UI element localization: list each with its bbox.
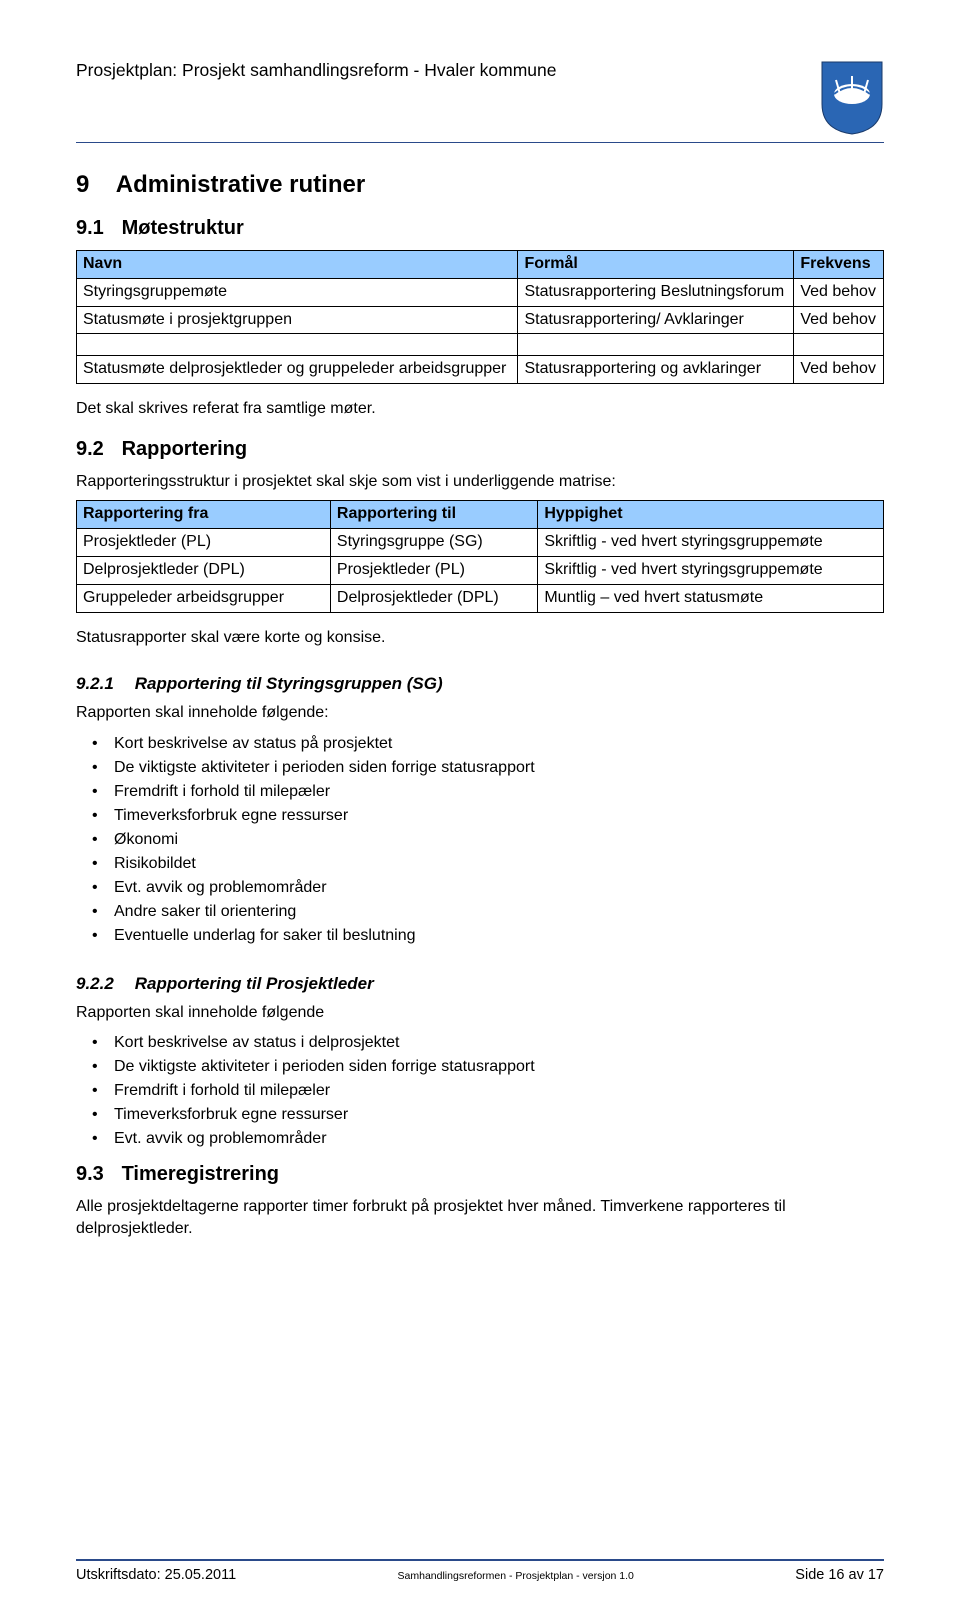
- list-item: Andre saker til orientering: [90, 900, 884, 924]
- p-statusrapporter: Statusrapporter skal være korte og konsi…: [76, 627, 884, 649]
- h2-num: 9.3: [76, 1163, 116, 1186]
- th-navn: Navn: [77, 251, 518, 279]
- table-motestruktur: Navn Formål Frekvens Styringsgruppemøte …: [76, 250, 884, 384]
- cell: Styringsgruppe (SG): [330, 529, 537, 557]
- h3-text: Rapportering til Styringsgruppen (SG): [135, 674, 443, 693]
- cell: Skriftlig - ved hvert styringsgruppemøte: [538, 529, 884, 557]
- th-hyppighet: Hyppighet: [538, 501, 884, 529]
- h2-text: Rapportering: [122, 438, 248, 460]
- list-item: Timeverksforbruk egne ressurser: [90, 804, 884, 828]
- cell: Delprosjektleder (DPL): [77, 556, 331, 584]
- footer-right: Side 16 av 17: [795, 1567, 884, 1583]
- cell: Prosjektleder (PL): [77, 529, 331, 557]
- h2-text: Timeregistrering: [122, 1163, 279, 1185]
- p-922-lead: Rapporten skal inneholde følgende: [76, 1002, 884, 1024]
- cell: Prosjektleder (PL): [330, 556, 537, 584]
- cell: Ved behov: [794, 306, 884, 334]
- list-item: Kort beskrivelse av status på prosjektet: [90, 732, 884, 756]
- cell: Styringsgruppemøte: [77, 278, 518, 306]
- list-item: Økonomi: [90, 828, 884, 852]
- page-footer: Utskriftsdato: 25.05.2011 Samhandlingsre…: [76, 1559, 884, 1583]
- h3-text: Rapportering til Prosjektleder: [135, 974, 374, 993]
- footer-rule: [76, 1559, 884, 1561]
- list-item: Evt. avvik og problemområder: [90, 876, 884, 900]
- h3-922: 9.2.2 Rapportering til Prosjektleder: [76, 974, 884, 994]
- list-item: De viktigste aktiviteter i perioden side…: [90, 756, 884, 780]
- p-rapportering-intro: Rapporteringsstruktur i prosjektet skal …: [76, 471, 884, 493]
- table-row: Delprosjektleder (DPL) Prosjektleder (PL…: [77, 556, 884, 584]
- table-row: Gruppeleder arbeidsgrupper Delprosjektle…: [77, 584, 884, 612]
- bullets-922: Kort beskrivelse av status i delprosjekt…: [76, 1031, 884, 1151]
- cell-empty: [518, 334, 794, 356]
- h2-text: Møtestruktur: [122, 217, 244, 239]
- table-header-row: Rapportering fra Rapportering til Hyppig…: [77, 501, 884, 529]
- h2-timeregistrering: 9.3 Timeregistrering: [76, 1163, 884, 1186]
- h2-rapportering: 9.2 Rapportering: [76, 438, 884, 461]
- cell: Delprosjektleder (DPL): [330, 584, 537, 612]
- th-til: Rapportering til: [330, 501, 537, 529]
- page: Prosjektplan: Prosjekt samhandlingsrefor…: [0, 0, 960, 1623]
- th-frekvens: Frekvens: [794, 251, 884, 279]
- cell: Gruppeleder arbeidsgrupper: [77, 584, 331, 612]
- cell-empty: [77, 334, 518, 356]
- h2-motestruktur: 9.1 Møtestruktur: [76, 217, 884, 240]
- page-header: Prosjektplan: Prosjekt samhandlingsrefor…: [76, 60, 884, 136]
- cell-empty: [794, 334, 884, 356]
- footer-row: Utskriftsdato: 25.05.2011 Samhandlingsre…: [76, 1567, 884, 1583]
- cell: Ved behov: [794, 278, 884, 306]
- cell: Statusrapportering og avklaringer: [518, 356, 794, 384]
- bullets-921: Kort beskrivelse av status på prosjektet…: [76, 732, 884, 948]
- table-rapportering: Rapportering fra Rapportering til Hyppig…: [76, 500, 884, 612]
- h2-num: 9.1: [76, 217, 116, 240]
- h3-num: 9.2.2: [76, 974, 130, 994]
- table-row: Statusmøte i prosjektgruppen Statusrappo…: [77, 306, 884, 334]
- table-row: Statusmøte delprosjektleder og gruppeled…: [77, 356, 884, 384]
- table-row: Styringsgruppemøte Statusrapportering Be…: [77, 278, 884, 306]
- header-title: Prosjektplan: Prosjekt samhandlingsrefor…: [76, 60, 556, 81]
- list-item: Kort beskrivelse av status i delprosjekt…: [90, 1031, 884, 1055]
- h1-text: Administrative rutiner: [116, 171, 365, 198]
- list-item: Eventuelle underlag for saker til beslut…: [90, 924, 884, 948]
- cell: Statusmøte i prosjektgruppen: [77, 306, 518, 334]
- list-item: De viktigste aktiviteter i perioden side…: [90, 1055, 884, 1079]
- table-row: Prosjektleder (PL) Styringsgruppe (SG) S…: [77, 529, 884, 557]
- p-referat: Det skal skrives referat fra samtlige mø…: [76, 398, 884, 420]
- table-spacer-row: [77, 334, 884, 356]
- h1-admin-rutiner: 9 Administrative rutiner: [76, 171, 884, 199]
- h1-num: 9: [76, 171, 110, 199]
- crest-icon: [820, 60, 884, 136]
- cell: Muntlig – ved hvert statusmøte: [538, 584, 884, 612]
- h3-921: 9.2.1 Rapportering til Styringsgruppen (…: [76, 674, 884, 694]
- list-item: Evt. avvik og problemområder: [90, 1127, 884, 1151]
- footer-center: Samhandlingsreformen - Prosjektplan - ve…: [398, 1570, 634, 1582]
- table-header-row: Navn Formål Frekvens: [77, 251, 884, 279]
- footer-left: Utskriftsdato: 25.05.2011: [76, 1567, 236, 1583]
- cell: Statusrapportering/ Avklaringer: [518, 306, 794, 334]
- header-rule: [76, 142, 884, 143]
- p-93-body: Alle prosjektdeltagerne rapporter timer …: [76, 1196, 884, 1239]
- p-921-lead: Rapporten skal inneholde følgende:: [76, 702, 884, 724]
- h2-num: 9.2: [76, 438, 116, 461]
- cell: Statusmøte delprosjektleder og gruppeled…: [77, 356, 518, 384]
- list-item: Fremdrift i forhold til milepæler: [90, 1079, 884, 1103]
- cell: Ved behov: [794, 356, 884, 384]
- list-item: Risikobildet: [90, 852, 884, 876]
- cell: Skriftlig - ved hvert styringsgruppemøte: [538, 556, 884, 584]
- list-item: Fremdrift i forhold til milepæler: [90, 780, 884, 804]
- cell: Statusrapportering Beslutningsforum: [518, 278, 794, 306]
- h3-num: 9.2.1: [76, 674, 130, 694]
- th-formal: Formål: [518, 251, 794, 279]
- th-fra: Rapportering fra: [77, 501, 331, 529]
- list-item: Timeverksforbruk egne ressurser: [90, 1103, 884, 1127]
